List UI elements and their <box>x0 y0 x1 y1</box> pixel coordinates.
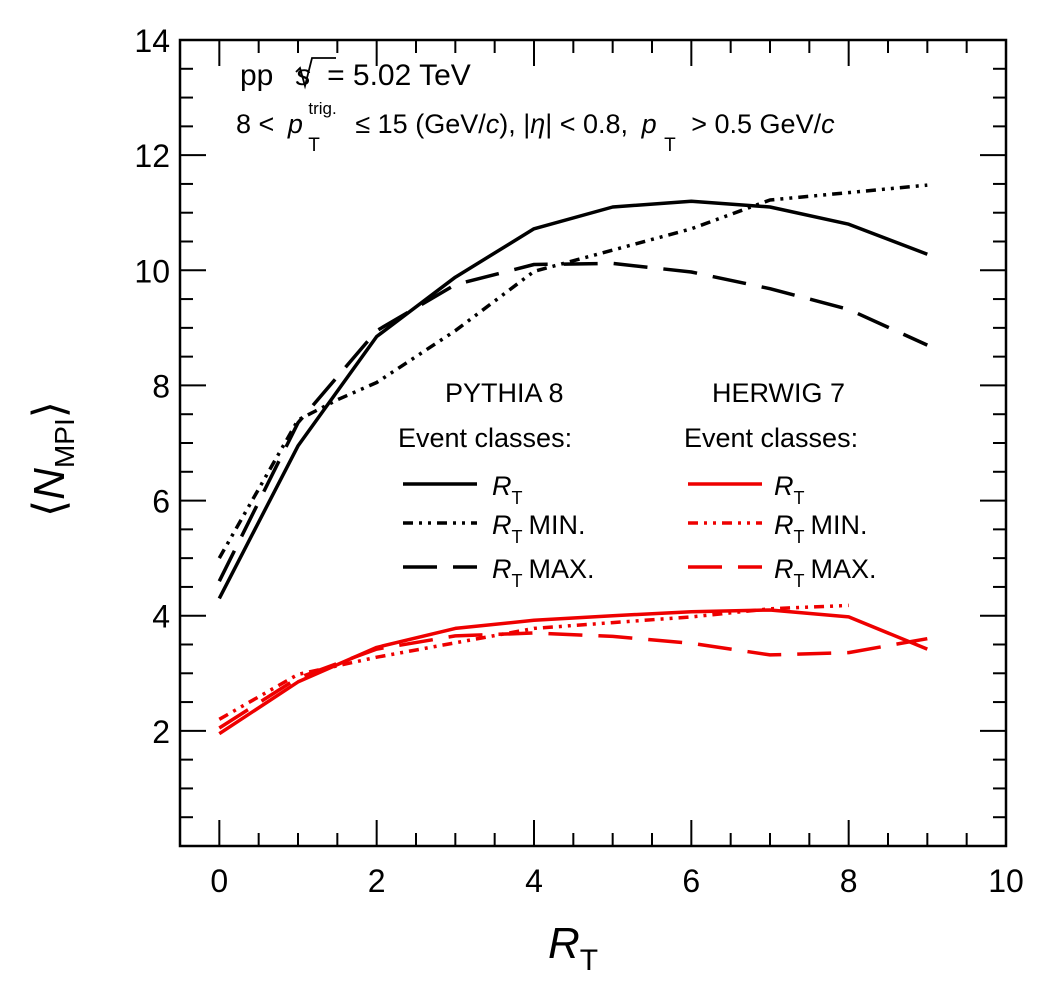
annotation-energy: = 5.02 TeV <box>327 59 471 92</box>
legend-pythia-rt: RT <box>492 471 523 508</box>
legend-subtitle-pythia: Event classes: <box>398 423 572 453</box>
annotation-p2: p <box>641 109 657 139</box>
legend-pythia-rt-max: RT MAX. <box>492 554 595 591</box>
energy-annotation: pp s = 5.02 TeV <box>240 57 471 92</box>
annotation-range: 8 < <box>236 109 274 139</box>
svg-text:8 < p trig.: 8 < p trig. T ≤ 15 (GeV/c), |η| < 0.8, p… <box>236 90 835 157</box>
annotation-c1: c <box>486 109 500 139</box>
series-line <box>217 183 928 559</box>
annotation-pt-cut: > 0.5 GeV/ <box>691 109 821 139</box>
x-axis-title: RT <box>548 919 598 977</box>
annotation-upper: ≤ 15 (GeV/ <box>355 109 486 139</box>
y-tick-label: 2 <box>152 714 170 750</box>
y-tick-label: 14 <box>134 23 170 59</box>
legend-herwig-rt: RT <box>774 471 805 508</box>
sqrt-icon <box>295 57 336 90</box>
annotation-p-sup: trig. <box>308 99 336 118</box>
legend-herwig-rt-max: RT MAX. <box>774 554 877 591</box>
series-line <box>217 261 929 582</box>
series-line <box>217 199 928 600</box>
legend-swatches <box>403 482 762 569</box>
y-tick-label: 12 <box>134 138 170 174</box>
series-lines <box>217 183 929 736</box>
annotation-eta-open: ), | <box>499 109 530 139</box>
annotation-eta-cut: | < 0.8, <box>545 109 628 139</box>
annotation-p: p <box>287 109 303 139</box>
legend: PYTHIA 8 Event classes: HERWIG 7 Event c… <box>398 378 877 591</box>
legend-title-pythia: PYTHIA 8 <box>445 378 564 408</box>
legend-title-herwig: HERWIG 7 <box>712 378 845 408</box>
y-tick-label: 10 <box>134 253 170 289</box>
annotation-eta: η <box>530 109 545 139</box>
annotation-c2: c <box>821 109 835 139</box>
axis-ticks <box>180 39 1007 847</box>
x-tick-label: 4 <box>525 863 543 899</box>
x-tick-label: 6 <box>682 863 700 899</box>
series-line <box>218 608 928 736</box>
y-axis-bracket-left: ⟨ <box>25 500 74 517</box>
series-line <box>218 603 849 721</box>
x-tick-label: 0 <box>210 863 228 899</box>
y-axis-title: ⟨NMPI⟩ <box>25 401 80 517</box>
axis-tick-labels: 0 2 4 6 8 10 2 4 6 8 10 12 14 <box>134 23 1023 899</box>
x-tick-label: 8 <box>840 863 858 899</box>
series-line <box>218 631 928 730</box>
annotation-p2-sub: T <box>664 135 676 156</box>
svg-text:pp s = 5.02 TeV: pp s = 5.02 TeV <box>240 59 471 92</box>
svg-text:⟨NMPI⟩: ⟨NMPI⟩ <box>25 401 80 517</box>
y-tick-label: 4 <box>152 599 170 635</box>
y-tick-label: 6 <box>152 484 170 520</box>
legend-herwig-rt-min: RT MIN. <box>774 510 868 547</box>
x-tick-label: 10 <box>988 863 1024 899</box>
cuts-annotation: 8 < p trig. T ≤ 15 (GeV/c), |η| < 0.8, p… <box>236 90 835 157</box>
annotation-sqrt-s: s <box>296 59 311 92</box>
x-tick-label: 2 <box>368 863 386 899</box>
y-tick-label: 8 <box>152 368 170 404</box>
plot-frame <box>178 38 1008 848</box>
legend-subtitle-herwig: Event classes: <box>684 423 858 453</box>
annotation-pp: pp <box>240 59 273 92</box>
annotation-p-sub: T <box>308 135 320 156</box>
legend-pythia-rt-min: RT MIN. <box>492 510 586 547</box>
y-axis-bracket-right: ⟩ <box>25 401 74 418</box>
